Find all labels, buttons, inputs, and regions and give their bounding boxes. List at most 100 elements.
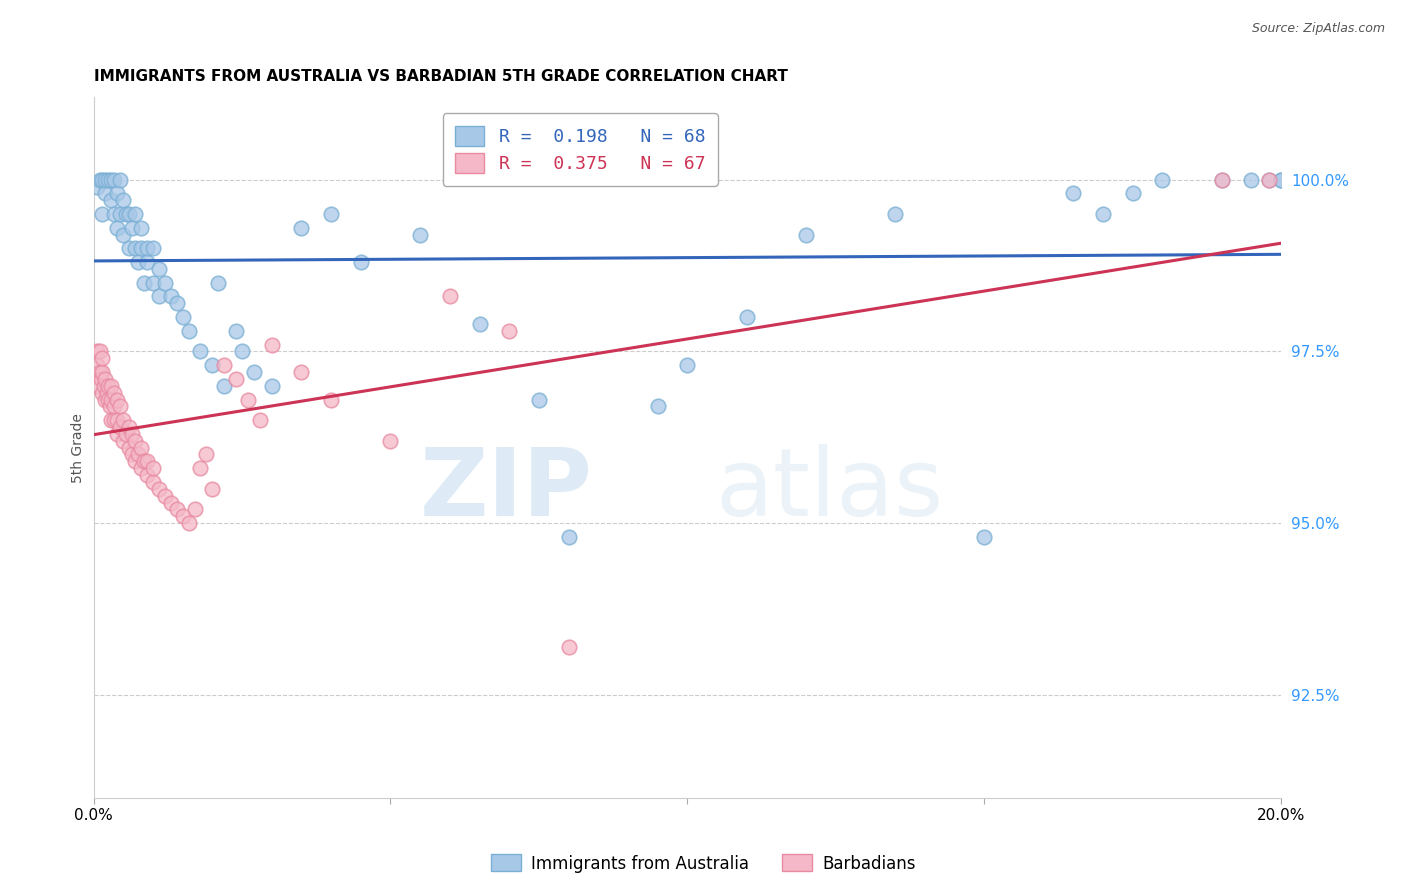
Point [498,324,520,338]
Point [148,262,170,277]
Point [100,378,122,392]
Point [112,434,135,448]
Point [212,358,235,372]
Point [94,186,117,201]
Point [118,207,141,221]
Point [112,194,135,208]
Point [249,413,271,427]
Point [86,358,108,372]
Point [94,372,117,386]
Point [105,392,128,407]
Point [1211,172,1233,186]
Point [166,502,188,516]
Legend: Immigrants from Australia, Barbadians: Immigrants from Australia, Barbadians [484,847,922,880]
Point [127,255,149,269]
Point [409,227,432,242]
Point [100,194,122,208]
Point [142,276,165,290]
Point [94,172,117,186]
Point [110,400,132,414]
Point [103,172,125,186]
Point [124,207,146,221]
Point [105,426,128,441]
Point [1270,172,1292,186]
Point [136,255,159,269]
Point [91,351,114,366]
Text: IMMIGRANTS FROM AUSTRALIA VS BARBADIAN 5TH GRADE CORRELATION CHART: IMMIGRANTS FROM AUSTRALIA VS BARBADIAN 5… [94,69,787,84]
Point [243,365,266,379]
Point [103,413,125,427]
Point [112,227,135,242]
Point [225,372,247,386]
Point [124,454,146,468]
Point [153,489,176,503]
Point [91,385,114,400]
Point [1122,186,1144,201]
Point [124,434,146,448]
Text: Source: ZipAtlas.com: Source: ZipAtlas.com [1251,22,1385,36]
Point [260,378,283,392]
Point [439,289,461,303]
Point [225,324,247,338]
Point [91,207,114,221]
Point [319,207,342,221]
Point [260,337,283,351]
Point [103,400,125,414]
Point [129,241,152,255]
Point [100,413,122,427]
Point [86,179,108,194]
Point [172,509,194,524]
Point [121,448,143,462]
Point [129,220,152,235]
Point [201,358,224,372]
Point [97,392,120,407]
Point [207,276,229,290]
Point [91,172,114,186]
Point [97,378,120,392]
Point [148,289,170,303]
Point [121,426,143,441]
Point [350,255,373,269]
Point [201,482,224,496]
Point [89,344,111,359]
Point [557,530,579,544]
Point [142,475,165,489]
Point [89,365,111,379]
Point [468,317,491,331]
Point [557,640,579,654]
Point [115,426,138,441]
Point [129,441,152,455]
Point [159,495,181,509]
Point [96,385,118,400]
Point [118,441,141,455]
Point [676,358,699,372]
Point [231,344,253,359]
Point [115,207,138,221]
Point [319,392,342,407]
Point [190,344,212,359]
Point [103,207,125,221]
Point [132,454,155,468]
Point [1152,172,1174,186]
Point [90,372,112,386]
Legend: R =  0.198   N = 68, R =  0.375   N = 67: R = 0.198 N = 68, R = 0.375 N = 67 [443,113,718,186]
Point [177,516,200,531]
Point [105,220,128,235]
Text: atlas: atlas [716,443,943,536]
Point [98,400,121,414]
Point [86,344,108,359]
Point [1240,172,1263,186]
Point [1091,207,1114,221]
Point [647,400,669,414]
Point [97,172,120,186]
Point [153,276,176,290]
Point [94,392,117,407]
Point [112,413,135,427]
Point [105,413,128,427]
Point [794,227,817,242]
Point [118,420,141,434]
Point [290,220,312,235]
Point [380,434,402,448]
Point [172,310,194,324]
Point [110,172,132,186]
